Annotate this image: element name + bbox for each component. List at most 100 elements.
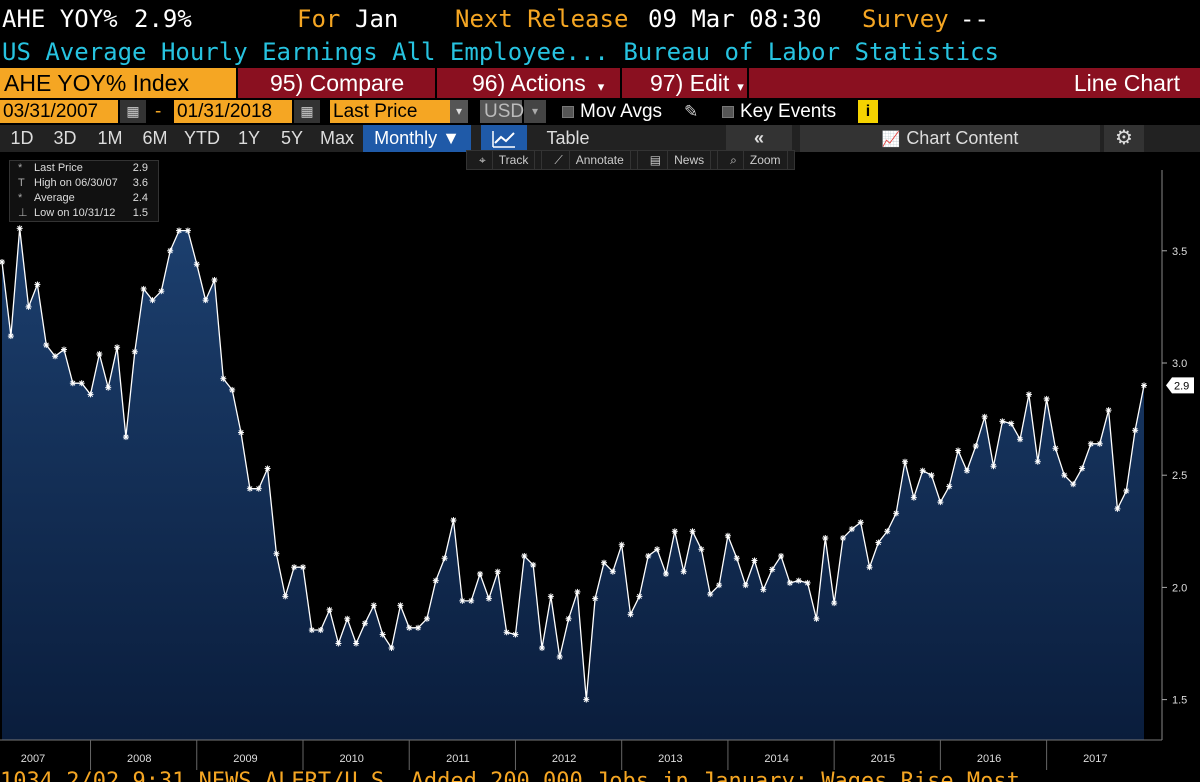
legend-row: * Last Price 2.9 [10, 161, 158, 176]
actions-menu[interactable]: 96) Actions ▾ [472, 68, 604, 98]
pencil-icon[interactable]: ✎ [684, 102, 699, 121]
data-point [893, 510, 900, 517]
x-tick-label: 2009 [233, 753, 257, 765]
data-point [415, 624, 422, 631]
data-point [627, 611, 634, 618]
data-point [432, 577, 439, 584]
zoom-tool[interactable]: ⌕ Zoom [718, 151, 793, 169]
data-point [547, 593, 554, 600]
data-point [1096, 440, 1103, 447]
data-point [211, 276, 218, 283]
data-point [397, 602, 404, 609]
data-point [662, 570, 669, 577]
data-point [122, 434, 129, 441]
collapse-button[interactable]: « [726, 125, 792, 152]
data-point [875, 539, 882, 546]
data-point [468, 597, 475, 604]
header-survey-value: -- [960, 5, 989, 33]
data-point [786, 579, 793, 586]
data-point [361, 620, 368, 627]
period-6m[interactable]: 6M [142, 128, 168, 148]
data-point [273, 550, 280, 557]
start-calendar-icon[interactable]: ▦ [120, 100, 146, 123]
data-point [884, 528, 891, 535]
annotate-tool-label: Annotate [570, 151, 631, 169]
x-tick-label: 2015 [871, 753, 895, 765]
data-point [636, 593, 643, 600]
track-tool[interactable]: ⌖ Track [467, 151, 543, 169]
data-point [1025, 391, 1032, 398]
period-1d[interactable]: 1D [10, 128, 34, 148]
chart-type-label[interactable]: Line Chart [1073, 70, 1180, 96]
legend-value: 3.6 [132, 177, 148, 189]
data-point [804, 579, 811, 586]
x-tick-label: 2014 [764, 753, 788, 765]
x-tick-label: 2008 [127, 753, 151, 765]
data-point [539, 644, 546, 651]
compare-menu[interactable]: 95) Compare [270, 70, 405, 96]
security-header: AHE YOY% 2.9% For Jan Next Release 09 Ma… [0, 0, 1200, 38]
data-point [999, 418, 1006, 425]
edit-menu[interactable]: 97) Edit ▾ [650, 68, 744, 98]
currency-select[interactable]: USD [480, 100, 524, 123]
info-icon[interactable]: i [858, 100, 878, 123]
period-1y[interactable]: 1Y [237, 128, 261, 148]
data-point [583, 696, 590, 703]
table-view-button[interactable]: Table [546, 128, 590, 148]
data-point [609, 568, 616, 575]
news-tool-label: News [668, 151, 712, 169]
chart-content-button[interactable]: 📈 Chart Content [800, 125, 1100, 152]
mov-avgs-toggle[interactable]: Mov Avgs [562, 100, 662, 123]
gear-icon[interactable]: ⚙ [1104, 125, 1144, 152]
data-point [34, 281, 41, 288]
data-point [698, 546, 705, 553]
news-ticker[interactable]: 1034 2/02 9:31 NEWS ALERT/U.S. Added 200… [0, 770, 1200, 782]
field-select[interactable]: Last Price [330, 100, 450, 123]
line-chart-view-button[interactable] [481, 125, 527, 152]
frequency-select[interactable]: Monthly ▼ [363, 125, 471, 152]
index-name-field[interactable]: AHE YOY% Index [0, 68, 236, 98]
mov-avgs-label: Mov Avgs [580, 101, 663, 122]
legend-symbol: * [18, 192, 23, 204]
period-1m[interactable]: 1M [97, 128, 123, 148]
data-point [326, 606, 333, 613]
period-ytd[interactable]: YTD [184, 128, 220, 148]
data-point [379, 631, 386, 638]
period-5y[interactable]: 5Y [280, 128, 304, 148]
data-points [0, 225, 1147, 703]
header-value: 2.9% [134, 5, 192, 33]
data-point [1087, 440, 1094, 447]
data-point [317, 627, 324, 634]
data-point [990, 463, 997, 470]
news-tool[interactable]: ▤ News [638, 151, 719, 169]
area-path [2, 228, 1144, 741]
data-point [78, 380, 85, 387]
data-point [485, 595, 492, 602]
period-3d[interactable]: 3D [53, 128, 77, 148]
end-calendar-icon[interactable]: ▦ [294, 100, 320, 123]
data-point [618, 541, 625, 548]
data-point [291, 564, 298, 571]
data-point [167, 247, 174, 254]
data-point [344, 615, 351, 622]
mov-avgs-checkbox[interactable] [562, 106, 574, 118]
key-events-checkbox[interactable] [722, 106, 734, 118]
period-max[interactable]: Max [319, 128, 354, 148]
data-point [184, 227, 191, 234]
end-date-field[interactable]: 01/31/2018 [174, 100, 292, 123]
y-tick-label: 3.0 [1172, 358, 1187, 370]
legend-value: 2.4 [132, 192, 148, 204]
field-dropdown-icon[interactable]: ▾ [450, 100, 468, 123]
data-point [131, 348, 138, 355]
annotate-tool[interactable]: ⟋ Annotate [542, 151, 638, 169]
key-events-toggle[interactable]: Key Events [722, 100, 836, 123]
currency-dropdown-icon[interactable]: ▾ [524, 100, 546, 123]
data-point [937, 499, 944, 506]
y-tick-label: 3.5 [1172, 246, 1187, 258]
data-point [1070, 481, 1077, 488]
data-point [388, 644, 395, 651]
start-date-field[interactable]: 03/31/2007 [0, 100, 118, 123]
data-point [760, 586, 767, 593]
data-point [60, 346, 67, 353]
last-value-marker [1166, 377, 1194, 394]
